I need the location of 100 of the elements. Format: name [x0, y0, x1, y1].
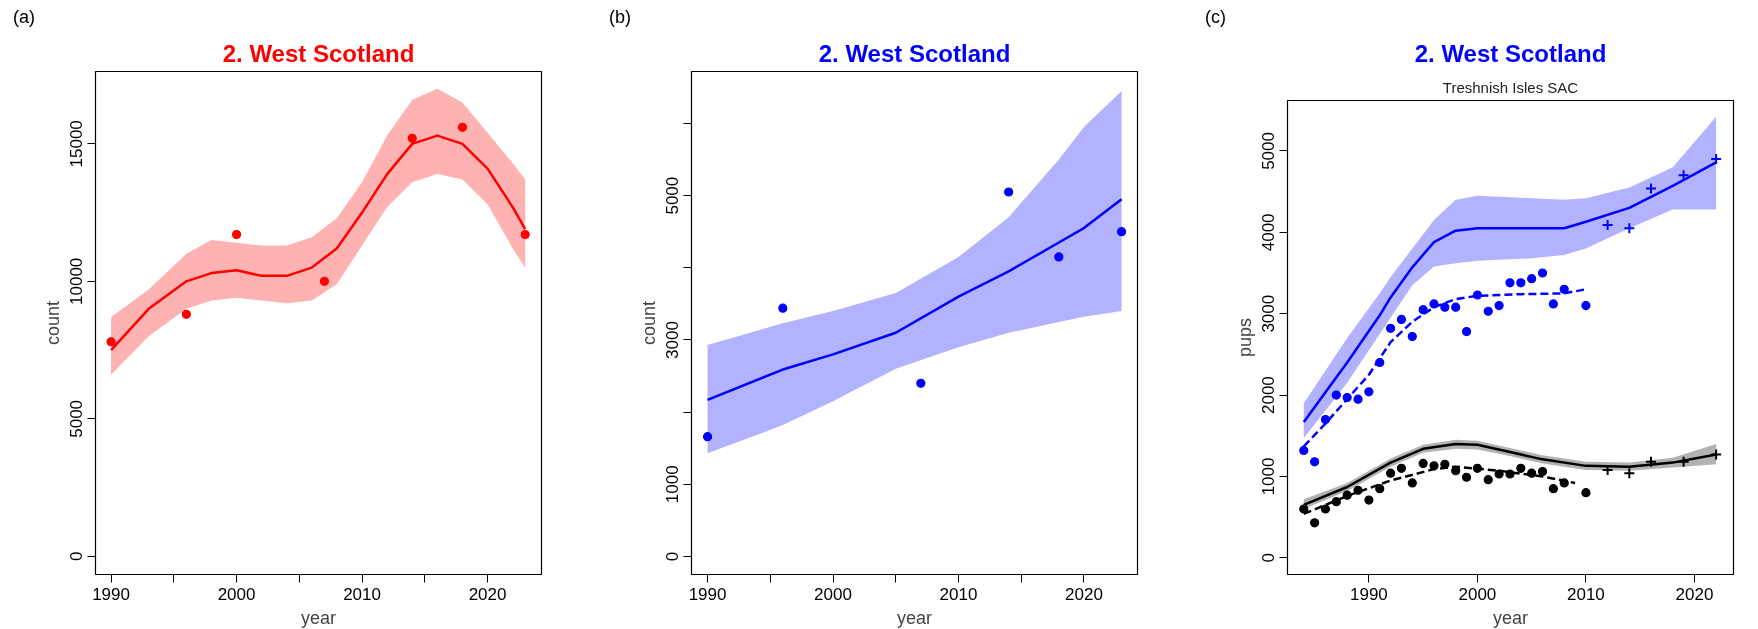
point [1364, 387, 1374, 397]
point [1537, 466, 1548, 477]
point [1548, 299, 1558, 309]
x-tick-label: 2010 [343, 584, 381, 604]
point [1581, 488, 1591, 498]
point [1581, 300, 1591, 311]
y-tick-label: 3000 [1259, 294, 1279, 333]
point [1516, 463, 1526, 473]
chart-title: 2. West Scotland [1414, 39, 1607, 67]
line-series [706, 197, 1123, 402]
point [1494, 469, 1504, 479]
x-tick-label: 2000 [814, 584, 852, 604]
text: (a) [13, 6, 35, 29]
chart-title: 2. West Scotland [222, 39, 415, 67]
point [1004, 187, 1014, 197]
x-axis-title: year [1492, 607, 1529, 628]
point [1623, 467, 1636, 480]
x-axis-title: year [300, 607, 337, 628]
y-axis-title: count [42, 300, 63, 346]
point [778, 303, 788, 313]
x-tick-label: 1990 [92, 584, 130, 604]
point [1331, 390, 1341, 400]
point [1396, 314, 1407, 324]
y-tick-label: 5000 [663, 176, 683, 215]
point [1353, 485, 1363, 495]
point [1677, 455, 1690, 468]
y-tick-label: 0 [1259, 553, 1279, 563]
x-tick-label: 2020 [468, 584, 507, 604]
point [1385, 323, 1396, 333]
x-tick-label: 2020 [1675, 584, 1714, 604]
point [1418, 305, 1428, 315]
point [1440, 302, 1450, 312]
chart-title: 2. West Scotland [818, 39, 1011, 67]
point [1505, 469, 1515, 479]
y-tick-label: 4000 [1259, 213, 1279, 252]
point [1505, 278, 1515, 288]
y-tick-label: 15000 [67, 120, 87, 168]
x-tick-label: 2010 [939, 584, 978, 604]
y-tick-label: 3000 [663, 321, 683, 359]
point [1451, 302, 1461, 312]
y-tick-label: 5000 [67, 399, 87, 438]
x-tick-label: 2000 [1458, 584, 1497, 604]
point [520, 229, 530, 240]
y-tick-label: 0 [663, 551, 683, 562]
y-tick-label: 1000 [1259, 457, 1279, 496]
point [1461, 327, 1472, 337]
y-tick-label: 5000 [1259, 132, 1279, 170]
point [231, 229, 242, 240]
point [106, 337, 116, 347]
point [1396, 463, 1407, 473]
point [181, 309, 191, 319]
point [1516, 278, 1526, 288]
point [1375, 484, 1385, 494]
x-tick-label: 2000 [217, 584, 256, 604]
y-tick-label: 1000 [663, 465, 683, 504]
chart-subtitle: Treshnish Isles SAC [1442, 78, 1579, 96]
x-tick-label: 2010 [1567, 584, 1605, 604]
point [1342, 392, 1352, 403]
point [1548, 484, 1558, 494]
point [1537, 268, 1548, 278]
y-tick-label: 0 [67, 551, 87, 562]
point [1483, 475, 1493, 485]
point [1054, 252, 1064, 262]
point [1331, 497, 1341, 507]
point [1364, 495, 1374, 505]
point [702, 432, 713, 442]
point [1494, 300, 1504, 311]
point [1710, 448, 1723, 461]
point [1559, 284, 1569, 294]
point [1310, 457, 1320, 467]
point [1299, 504, 1309, 514]
point [1418, 458, 1428, 469]
y-tick-label: 10000 [67, 257, 87, 305]
x-axis-title: year [896, 607, 933, 628]
y-tick-label: 2000 [1259, 376, 1279, 414]
point [1320, 504, 1331, 514]
x-tick-label: 2020 [1065, 584, 1103, 604]
point [1342, 490, 1352, 500]
x-tick-label: 1990 [688, 584, 727, 604]
point [1116, 227, 1127, 237]
point [1483, 306, 1493, 316]
point [407, 133, 417, 143]
x-tick-label: 1990 [1349, 584, 1388, 604]
point [319, 276, 329, 286]
point [1440, 459, 1450, 469]
point [1472, 463, 1482, 473]
text: (b) [609, 6, 631, 29]
point [1429, 299, 1439, 309]
point [1559, 478, 1569, 488]
point [916, 378, 926, 388]
point [1353, 394, 1363, 404]
point [1299, 445, 1309, 455]
y-axis-title: pups [1234, 317, 1255, 358]
point [457, 122, 468, 132]
text: (c) [1205, 6, 1226, 29]
point [1429, 461, 1439, 471]
point [1385, 468, 1396, 478]
point [1461, 472, 1472, 482]
y-axis-title: count [638, 300, 659, 346]
point [1623, 222, 1636, 235]
